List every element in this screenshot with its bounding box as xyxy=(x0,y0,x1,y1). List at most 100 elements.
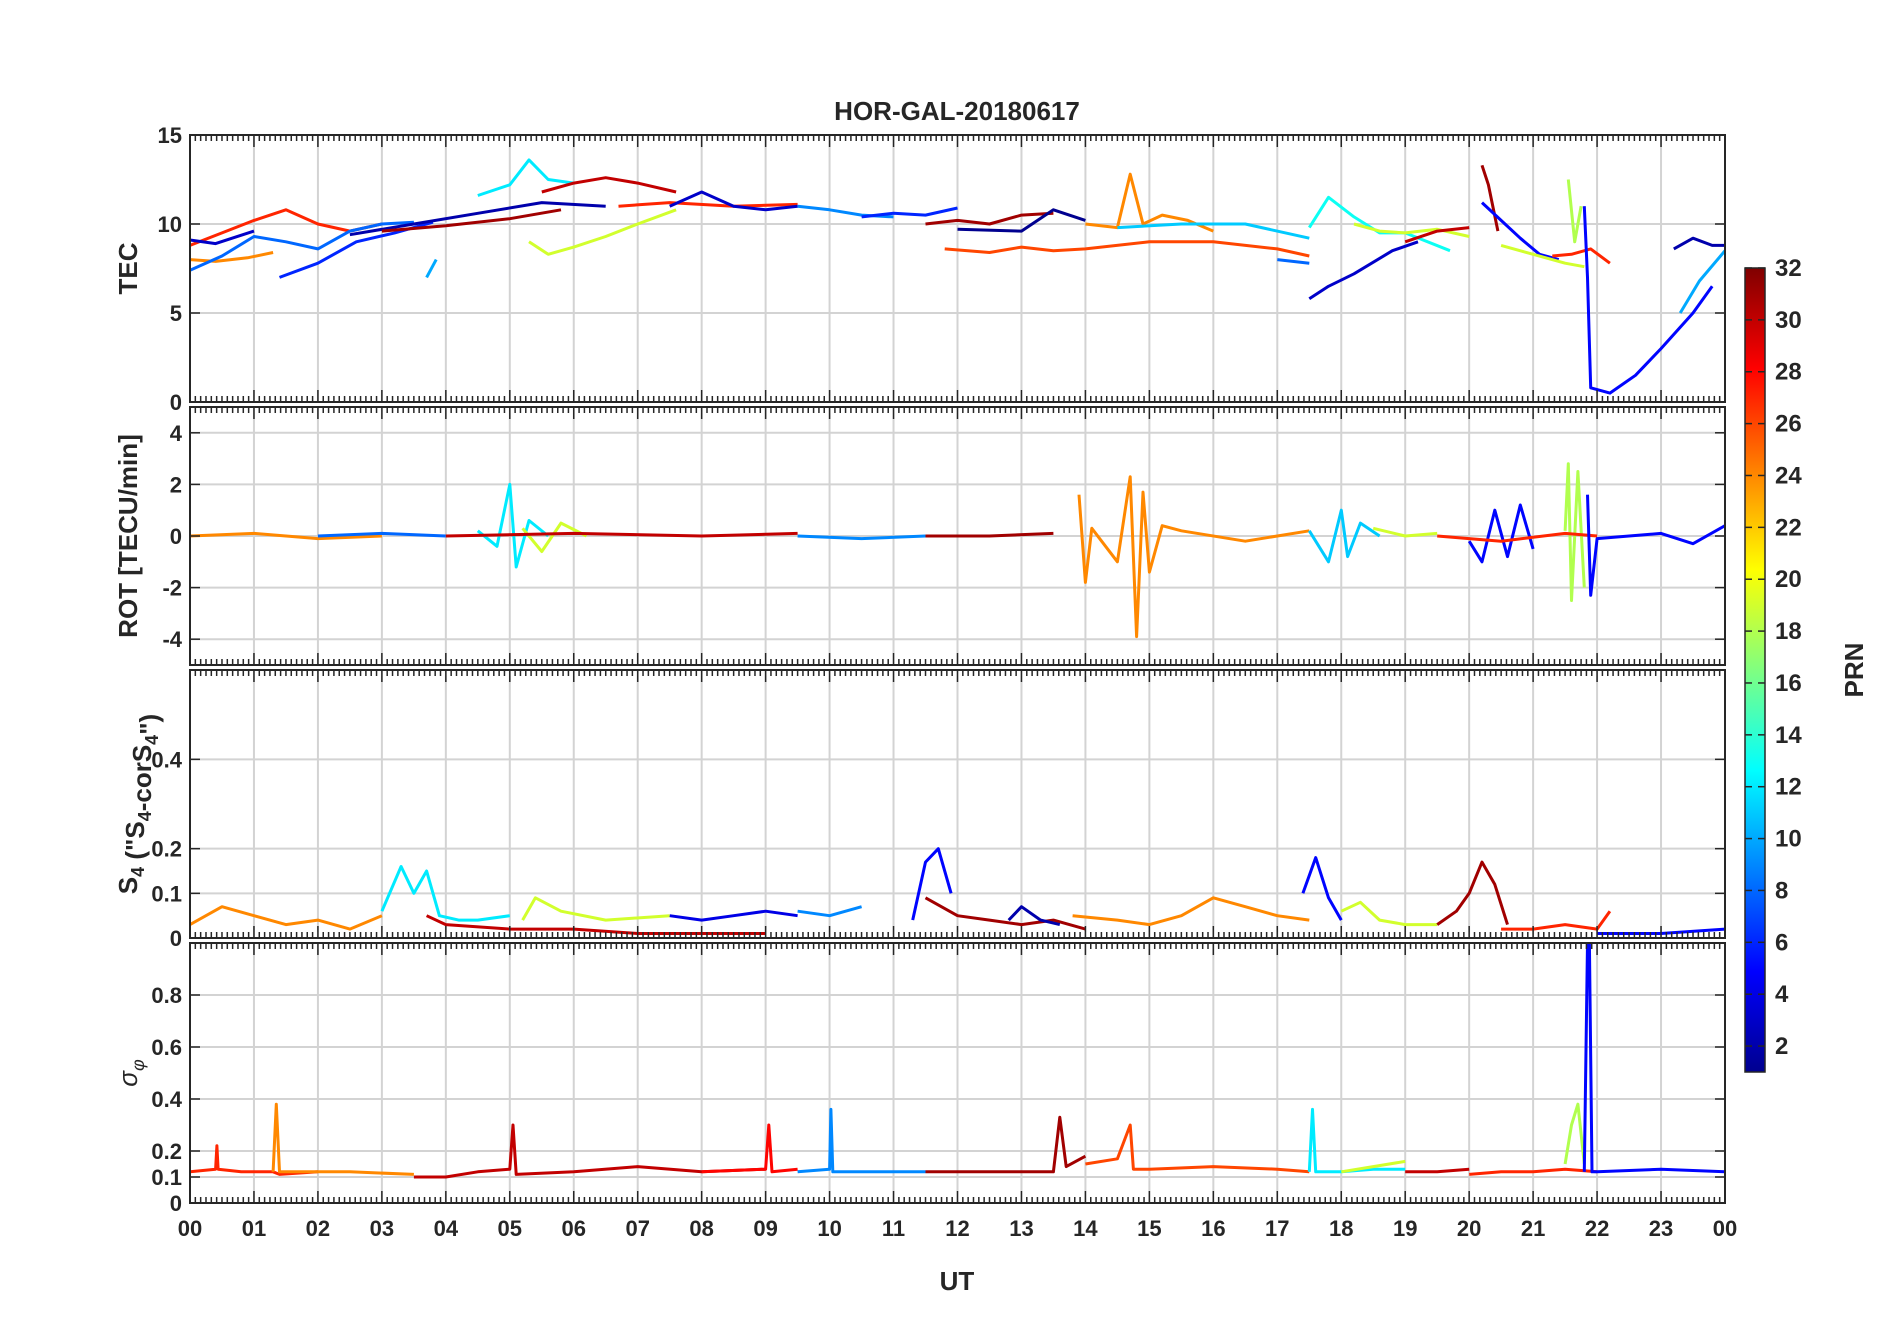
x-tick-label: 09 xyxy=(753,1216,777,1241)
x-tick-label: 19 xyxy=(1393,1216,1417,1241)
y-tick-label: 10 xyxy=(158,212,182,237)
series-line-prn-30 xyxy=(445,531,798,538)
y-tick-label: 0.8 xyxy=(151,983,182,1008)
y-tick-label: 0.2 xyxy=(151,837,182,862)
colorbar-tick-label: 10 xyxy=(1775,826,1802,853)
series-line-prn-11 xyxy=(1117,222,1310,240)
series-group xyxy=(190,847,1725,935)
series-line-prn-19 xyxy=(1372,526,1438,538)
colorbar-tick-label: 16 xyxy=(1775,670,1802,697)
series-line-prn-18 xyxy=(1566,179,1583,244)
series-line-prn-26 xyxy=(944,240,1310,258)
series-group xyxy=(190,462,1725,639)
series-line-prn-2 xyxy=(1673,236,1725,251)
x-axis-label: UT xyxy=(940,1266,975,1296)
x-tick-label: 02 xyxy=(306,1216,330,1241)
series-line-prn-24 xyxy=(1077,475,1310,639)
series-line-prn-13 xyxy=(1308,195,1451,253)
series-line-prn-2 xyxy=(1007,905,1061,927)
colorbar-tick-label: 24 xyxy=(1775,462,1802,489)
x-tick-label: 01 xyxy=(242,1216,266,1241)
series-line-prn-28 xyxy=(701,1123,798,1174)
series-line-prn-30 xyxy=(413,1123,766,1179)
series-line-prn-9 xyxy=(797,905,863,918)
colorbar-tick-label: 32 xyxy=(1775,255,1802,282)
series-line-prn-5 xyxy=(1467,503,1535,564)
colorbar-tick-label: 22 xyxy=(1775,514,1802,541)
y-tick-label: 0.2 xyxy=(151,1139,182,1164)
series-line-prn-24 xyxy=(271,1102,414,1176)
series-line-prn-31 xyxy=(925,531,1054,538)
colorbar-tick-label: 14 xyxy=(1775,722,1802,749)
y-tick-label: 0.1 xyxy=(151,881,182,906)
x-tick-label: 18 xyxy=(1329,1216,1353,1241)
series-line-prn-10 xyxy=(425,258,438,279)
series-line-prn-19 xyxy=(528,208,677,256)
series-line-prn-6 xyxy=(861,206,958,219)
panel-rot: -4 -2 0 2 4 ROT [TECU/min] xyxy=(113,406,1726,666)
panel-frame xyxy=(189,134,1726,403)
colorbar-tick-label: 6 xyxy=(1775,929,1788,956)
series-line-prn-9 xyxy=(797,534,926,541)
x-tick-label: 21 xyxy=(1521,1216,1545,1241)
series-line-prn-31 xyxy=(925,1115,1087,1174)
series-line-prn-24 xyxy=(190,531,382,541)
y-tick-label: 4 xyxy=(170,421,183,446)
series-line-prn-18 xyxy=(1563,1102,1586,1165)
series-line-prn-27 xyxy=(190,1144,319,1176)
series-line-prn-1 xyxy=(957,208,1086,233)
y-axis-label: σφ xyxy=(113,1059,148,1087)
series-line-prn-5 xyxy=(1301,856,1343,921)
series-line-prn-18 xyxy=(1563,462,1586,602)
y-tick-label: 0.1 xyxy=(151,1165,182,1190)
panel-sigma-phi: 00.10.2 0.4 0.6 0.8 σφ xyxy=(113,942,1726,1216)
series-line-prn-30 xyxy=(1405,1167,1470,1174)
series-line-prn-31 xyxy=(925,211,1054,226)
series-line-prn-11 xyxy=(1308,508,1381,564)
series-line-prn-19 xyxy=(521,521,588,553)
y-tick-label: 0.6 xyxy=(151,1035,182,1060)
x-tick-label: 00 xyxy=(1713,1216,1737,1241)
x-tick-label: 15 xyxy=(1137,1216,1161,1241)
panel-tec: 0 5 10 15 TEC xyxy=(113,123,1726,415)
series-line-prn-12 xyxy=(1307,1107,1406,1174)
series-group xyxy=(190,158,1725,395)
panel-frame xyxy=(189,406,1726,666)
colorbar-label: PRN xyxy=(1839,643,1869,698)
y-axis-label: S4 ("S4-corS4") xyxy=(113,714,164,894)
series-line-prn-19 xyxy=(1340,900,1438,927)
series-line-prn-27 xyxy=(1501,910,1612,931)
panel-frame xyxy=(189,669,1726,939)
x-tick-label: 14 xyxy=(1073,1216,1098,1241)
x-tick-label: 03 xyxy=(370,1216,394,1241)
y-tick-label: 5 xyxy=(170,301,182,326)
x-tick-label: 00 xyxy=(178,1216,202,1241)
series-line-prn-31 xyxy=(1436,860,1509,926)
series-line-prn-12 xyxy=(380,865,511,922)
x-tick-label: 17 xyxy=(1265,1216,1289,1241)
series-line-prn-9 xyxy=(797,1107,926,1174)
series-line-prn-24 xyxy=(190,905,383,931)
colorbar-tick-label: 28 xyxy=(1775,359,1802,386)
series-line-prn-27 xyxy=(1437,531,1598,543)
colorbar-tick-label: 8 xyxy=(1775,877,1788,904)
y-tick-label: 0.4 xyxy=(151,747,182,772)
x-tick-label: 07 xyxy=(625,1216,649,1241)
series-line-prn-27 xyxy=(618,201,798,208)
y-tick-label: 0 xyxy=(170,390,182,415)
x-tick-labels: 00 01 02 03 04 05 06 07 08 09 10 11 12 13 14 15 16 17 18 19… xyxy=(178,1216,1737,1241)
series-line-prn-5 xyxy=(1582,206,1714,395)
series-line-prn-8 xyxy=(190,220,414,272)
series-line-prn-19 xyxy=(1353,222,1470,238)
series-line-prn-30 xyxy=(541,176,677,194)
y-tick-label: -4 xyxy=(162,627,182,652)
figure-title: HOR-GAL-20180617 xyxy=(834,96,1080,126)
series-group xyxy=(190,943,1725,1179)
x-tick-label: 04 xyxy=(434,1216,459,1241)
series-line-prn-19 xyxy=(521,896,670,922)
series-line-prn-30 xyxy=(1404,226,1470,244)
x-tick-label: 08 xyxy=(689,1216,713,1241)
colorbar-tick-label: 26 xyxy=(1775,411,1802,438)
series-line-prn-19 xyxy=(1500,243,1585,269)
